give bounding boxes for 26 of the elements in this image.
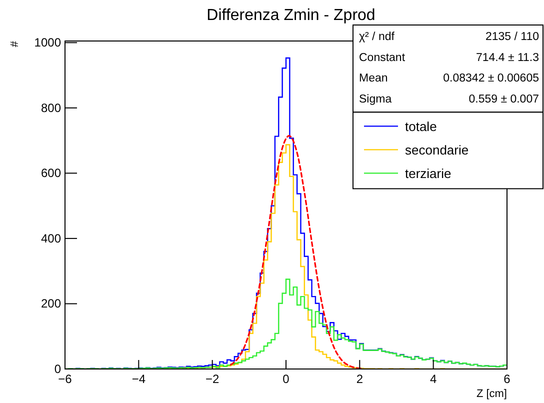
annotation: Mean	[359, 72, 388, 85]
y-tick-label: 200	[40, 296, 62, 311]
annotation: χ² / ndf	[359, 31, 396, 43]
x-tick-label: 4	[430, 372, 437, 386]
chart-title: Differenza Zmin - Zprod	[206, 7, 376, 24]
x-tick-label: 0	[282, 372, 290, 386]
y-axis-title: #	[9, 40, 21, 48]
legend-label: totale	[405, 119, 437, 134]
legend-label: terziarie	[405, 166, 452, 182]
y-tick-label: 600	[40, 166, 62, 180]
y-tick-label: 800	[40, 100, 62, 115]
annotation: 2135 / 110	[485, 31, 539, 43]
x-tick-label: −4	[132, 372, 146, 386]
x-tick-label: 6	[504, 372, 511, 386]
annotation: Sigma	[359, 93, 392, 106]
y-tick-label: 400	[40, 231, 62, 246]
x-tick-label: −2	[205, 372, 220, 386]
y-tick-label: 1000	[34, 36, 62, 50]
annotation: 0.08342 ± 0.00605	[443, 72, 539, 85]
annotation: 0.559 ± 0.007	[468, 93, 539, 106]
annotation: 714.4 ± 11.3	[476, 52, 539, 64]
annotation: Constant	[359, 52, 406, 64]
line-series	[230, 135, 364, 369]
legend-label: secondarie	[405, 142, 469, 158]
x-tick-label: 2	[356, 372, 364, 386]
x-axis-title: Z [cm]	[476, 388, 507, 400]
